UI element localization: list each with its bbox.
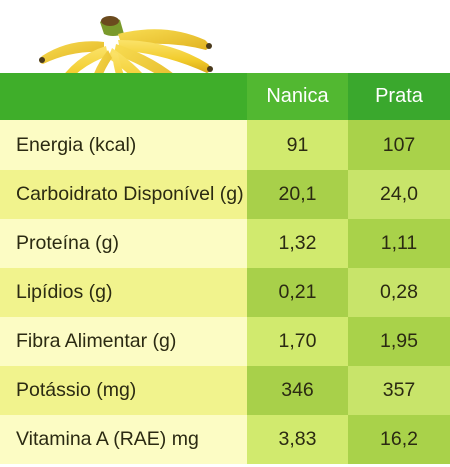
table-row: Carboidrato Disponível (g) 20,1 24,0	[0, 170, 450, 219]
table-header-row: Nanica Prata	[0, 73, 450, 120]
table-row: Proteína (g) 1,32 1,11	[0, 219, 450, 268]
prata-value: 0,28	[348, 268, 450, 317]
header-nanica: Nanica	[247, 73, 348, 120]
row-label: Lipídios (g)	[0, 268, 247, 317]
row-label: Energia (kcal)	[0, 120, 247, 170]
prata-value: 16,2	[348, 415, 450, 464]
prata-value: 1,95	[348, 317, 450, 366]
prata-value: 357	[348, 366, 450, 415]
table-row: Lipídios (g) 0,21 0,28	[0, 268, 450, 317]
nanica-value: 346	[247, 366, 348, 415]
nanica-value: 91	[247, 120, 348, 170]
nanica-value: 0,21	[247, 268, 348, 317]
row-label: Potássio (mg)	[0, 366, 247, 415]
table-row: Fibra Alimentar (g) 1,70 1,95	[0, 317, 450, 366]
nanica-value: 20,1	[247, 170, 348, 219]
prata-value: 107	[348, 120, 450, 170]
header-prata: Prata	[348, 73, 450, 120]
prata-value: 24,0	[348, 170, 450, 219]
header-blank-cell	[0, 73, 247, 120]
row-label: Vitamina A (RAE) mg	[0, 415, 247, 464]
table-row: Vitamina A (RAE) mg 3,83 16,2	[0, 415, 450, 464]
table-row: Energia (kcal) 91 107	[0, 120, 450, 170]
row-label: Carboidrato Disponível (g)	[0, 170, 247, 219]
prata-value: 1,11	[348, 219, 450, 268]
nutrition-table: Nanica Prata Energia (kcal) 91 107 Carbo…	[0, 73, 450, 464]
row-label: Proteína (g)	[0, 219, 247, 268]
nanica-value: 1,32	[247, 219, 348, 268]
nanica-value: 1,70	[247, 317, 348, 366]
table-row: Potássio (mg) 346 357	[0, 366, 450, 415]
nanica-value: 3,83	[247, 415, 348, 464]
row-label: Fibra Alimentar (g)	[0, 317, 247, 366]
